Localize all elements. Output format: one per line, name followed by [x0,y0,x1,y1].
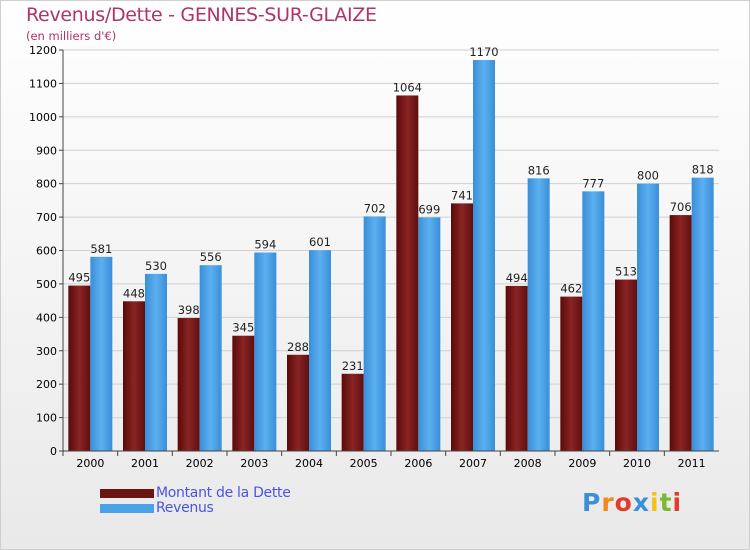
x-tick-label: 2007 [459,457,487,470]
data-label-revenus-2011: 818 [692,163,714,177]
legend-swatch-debt [100,489,154,498]
bar-debt-2007 [451,203,473,451]
data-label-debt-2001: 448 [123,286,145,300]
bar-debt-2000 [68,285,91,451]
bar-revenus-2000 [90,256,113,451]
x-tick-label: 2003 [240,457,268,470]
data-label-revenus-2002: 556 [200,250,222,264]
x-tick-label: 2002 [186,457,214,470]
legend-label-debt: Montant de la Dette [156,485,291,501]
data-label-debt-2004: 288 [287,340,309,354]
y-tick-label: 1100 [29,77,57,90]
y-tick-label: 1200 [29,44,57,57]
y-tick-label: 800 [36,178,57,191]
y-tick-label: 100 [36,412,57,425]
bar-revenus-2009 [582,191,605,452]
x-tick-label: 2001 [131,457,159,470]
data-label-revenus-2010: 800 [637,169,659,183]
data-label-revenus-2006: 699 [418,202,440,216]
bar-debt-2002 [177,318,200,451]
x-tick-label: 2005 [350,457,378,470]
data-label-revenus-2000: 581 [90,242,112,256]
y-axis-ticks: 0 100 200 300 400 500 600 700 800 900 1000 1100 1200 [29,44,63,458]
proxiti-logo: Proxiti [582,488,682,517]
data-label-revenus-2007: 1170 [469,45,498,59]
bar-revenus-2004 [309,250,331,451]
y-tick-label: 400 [36,311,57,324]
data-label-debt-2007: 741 [451,188,473,202]
legend-label-revenus: Revenus [156,500,214,516]
bar-debt-2011 [669,215,692,451]
bar-revenus-2001 [145,273,167,451]
data-label-revenus-2008: 816 [528,163,550,177]
chart-subtitle: (en milliers d'€) [26,29,117,43]
data-label-debt-2009: 462 [560,282,582,296]
bar-revenus-2010 [637,183,659,451]
data-label-debt-2002: 398 [178,303,200,317]
logo-letter: t [659,488,673,517]
logo-letter: o [614,488,633,517]
axes [62,50,719,452]
x-tick-label: 2000 [76,457,104,470]
data-label-debt-2003: 345 [232,321,254,335]
data-label-revenus-2005: 702 [364,201,386,215]
y-tick-label: 700 [36,211,57,224]
data-label-revenus-2003: 594 [254,238,276,252]
bar-revenus-2008 [527,178,550,451]
y-tick-label: 1000 [29,111,57,124]
y-tick-label: 900 [36,144,57,157]
bar-revenus-2006 [418,217,441,451]
x-axis-ticks: 2000 2001 2002 2003 2004 2005 2006 2007 2008 2009… [62,451,706,470]
bar-revenus-2011 [691,177,714,451]
x-tick-label: 2004 [295,457,323,470]
logo-letter: i [672,488,683,517]
bar-revenus-2003 [254,252,277,451]
grid-lines [63,49,719,452]
y-tick-label: 200 [36,378,57,391]
data-label-revenus-2009: 777 [582,176,604,190]
legend-swatch-revenus [100,504,154,513]
bar-debt-2008 [505,285,528,451]
bar-debt-2005 [341,373,364,451]
data-label-debt-2005: 231 [342,359,364,373]
logo-letter: P [582,488,602,517]
chart-title: Revenus/Dette - GENNES-SUR-GLAIZE [26,4,377,26]
logo-letter: x [632,488,650,517]
bar-debt-2003 [232,335,255,451]
y-tick-label: 600 [36,245,57,258]
x-tick-label: 2009 [568,457,596,470]
data-label-debt-2008: 494 [506,271,528,285]
y-tick-label: 500 [36,278,57,291]
y-tick-label: 0 [50,445,57,458]
y-tick-label: 300 [36,345,57,358]
bar-debt-2004 [287,354,309,451]
logo-letter: r [601,488,615,517]
data-label-debt-2011: 706 [670,200,692,214]
bar-debt-2009 [560,296,583,451]
bar-debt-2006 [396,95,419,452]
data-label-debt-2000: 495 [68,271,90,285]
data-label-debt-2006: 1064 [393,80,422,94]
bar-revenus-2002 [199,265,222,451]
x-tick-label: 2008 [514,457,542,470]
data-label-debt-2010: 513 [615,265,637,279]
bar-debt-2001 [123,301,145,451]
data-label-revenus-2001: 530 [145,259,167,273]
bar-revenus-2005 [363,216,386,451]
x-tick-label: 2010 [623,457,651,470]
data-label-revenus-2004: 601 [309,235,331,249]
bar-revenus-2007 [473,60,495,452]
bar-debt-2010 [615,279,637,451]
x-tick-label: 2011 [678,457,706,470]
bars [68,60,714,452]
x-tick-label: 2006 [404,457,432,470]
logo-letter: i [650,488,660,517]
